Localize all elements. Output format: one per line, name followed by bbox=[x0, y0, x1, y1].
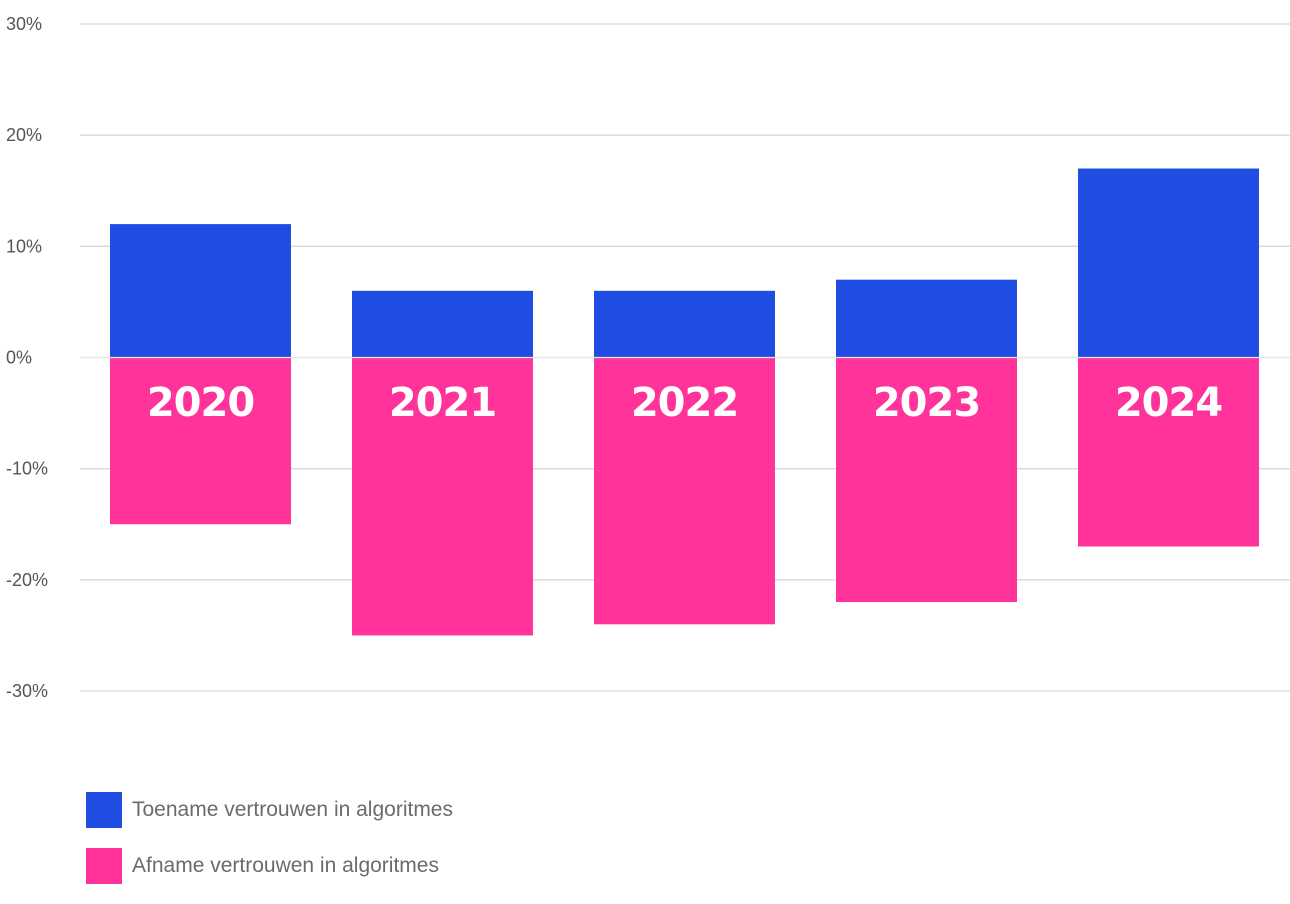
bar-afname-2022 bbox=[594, 357, 775, 625]
legend: Toename vertrouwen in algoritmes Afname … bbox=[86, 792, 453, 904]
y-tick-label: 10% bbox=[6, 236, 42, 256]
legend-label-toename: Toename vertrouwen in algoritmes bbox=[132, 798, 453, 821]
bar-toename-2021 bbox=[352, 290, 533, 358]
bar-afname-2024 bbox=[1078, 357, 1259, 547]
y-tick-label: 0% bbox=[6, 348, 32, 368]
bar-afname-2023 bbox=[836, 357, 1017, 603]
category-labels: 2020 2021 2022 2023 2024 bbox=[147, 380, 1223, 426]
bar-afname-2021 bbox=[352, 357, 533, 636]
category-label: 2022 bbox=[631, 380, 738, 426]
category-label: 2023 bbox=[873, 380, 980, 426]
legend-item-toename: Toename vertrouwen in algoritmes bbox=[86, 792, 453, 828]
y-tick-label: 30% bbox=[6, 14, 42, 34]
y-tick-label: -30% bbox=[6, 681, 48, 701]
legend-label-afname: Afname vertrouwen in algoritmes bbox=[132, 854, 439, 877]
y-tick-label: 20% bbox=[6, 125, 42, 145]
y-tick-label: -20% bbox=[6, 570, 48, 590]
bar-toename-2022 bbox=[594, 290, 775, 358]
bar-afname-2020 bbox=[110, 357, 291, 525]
bar-toename-2023 bbox=[836, 279, 1017, 358]
bar-chart: 30% 20% 10% 0% -10% -20% -30% 2020 2021 2022 2023… bbox=[6, 14, 1290, 701]
legend-item-afname: Afname vertrouwen in algoritmes bbox=[86, 848, 453, 884]
category-label: 2024 bbox=[1115, 380, 1222, 426]
category-label: 2021 bbox=[389, 380, 496, 426]
y-axis-tick-labels: 30% 20% 10% 0% -10% -20% -30% bbox=[6, 14, 48, 701]
legend-swatch-afname bbox=[86, 848, 122, 884]
bar-toename-2020 bbox=[110, 224, 291, 358]
category-label: 2020 bbox=[147, 380, 254, 426]
bar-toename-2024 bbox=[1078, 168, 1259, 358]
y-tick-label: -10% bbox=[6, 459, 48, 479]
legend-swatch-toename bbox=[86, 792, 122, 828]
bars bbox=[110, 168, 1259, 636]
